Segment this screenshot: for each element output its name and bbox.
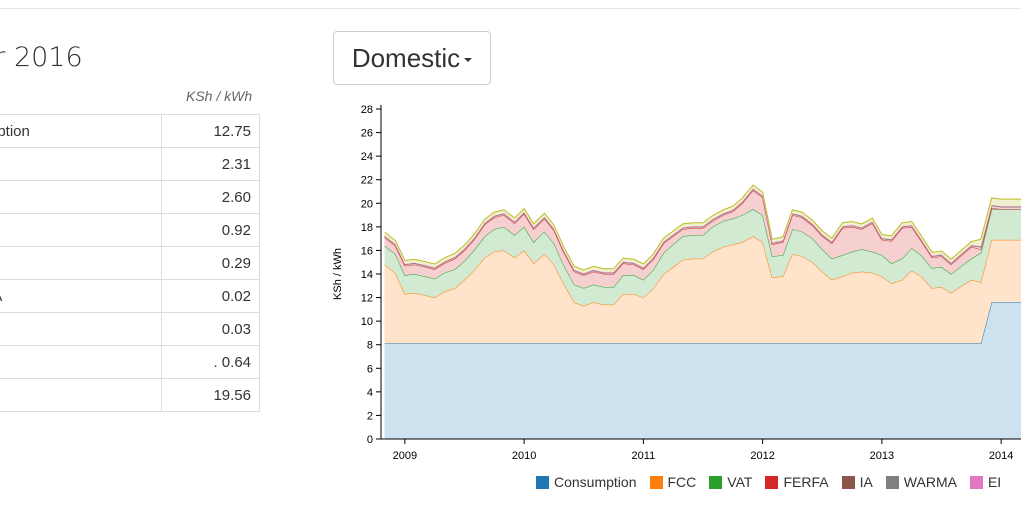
- unit-label: KSh / kWh: [186, 88, 253, 104]
- x-tick-label: 2009: [393, 450, 417, 462]
- legend-label: VAT: [727, 474, 753, 490]
- table-row: 2.31: [0, 147, 261, 181]
- row-value: 0.02: [160, 279, 261, 313]
- row-value: 19.56: [160, 378, 261, 412]
- y-tick-label: 10: [361, 316, 373, 328]
- top-rule: [0, 8, 1021, 9]
- table-row: 0.29: [0, 246, 261, 280]
- row-label: l: [0, 378, 162, 412]
- area-ferfa: [384, 190, 1021, 289]
- row-label: [0, 246, 162, 280]
- row-label: FA: [0, 213, 162, 247]
- y-tick-label: 24: [361, 151, 373, 163]
- area-consumption: [384, 302, 1021, 439]
- line-consumption: [384, 301, 1021, 345]
- page-title: ober 2016: [0, 42, 83, 73]
- dropdown-label: Domestic: [351, 42, 461, 73]
- legend-swatch: [885, 475, 899, 489]
- table-row: FA0.92: [0, 213, 261, 247]
- area-fcc: [384, 236, 1021, 344]
- y-tick-label: 28: [361, 104, 373, 116]
- row-label: sumption: [0, 114, 162, 148]
- row-value: 2.60: [160, 180, 261, 214]
- y-tick-label: 0: [367, 434, 373, 446]
- legend-label: EI: [987, 474, 1002, 490]
- legend-item[interactable]: FCC: [649, 474, 697, 490]
- table-row: RMA0.02: [0, 279, 261, 313]
- x-tick-label: 2014: [989, 450, 1013, 462]
- line-rep: [384, 184, 1021, 271]
- y-tick-label: 4: [367, 387, 373, 399]
- legend-label: FERFA: [783, 474, 829, 490]
- y-tick-label: 8: [367, 340, 373, 352]
- y-tick-label: 18: [361, 222, 373, 234]
- legend-item[interactable]: FERFA: [765, 474, 829, 490]
- y-tick-label: 22: [361, 175, 373, 187]
- legend-label: Consumption: [554, 474, 637, 490]
- legend-item[interactable]: VAT: [709, 474, 752, 490]
- y-tick-label: 14: [361, 269, 373, 281]
- x-tick-label: 2012: [750, 450, 774, 462]
- y-tick-label: 20: [361, 198, 373, 210]
- row-value: . 0.64: [160, 345, 261, 379]
- row-label: RMA: [0, 279, 162, 313]
- legend-item[interactable]: IA: [841, 474, 873, 490]
- legend-swatch: [709, 475, 723, 489]
- x-tick-label: 2011: [632, 450, 656, 462]
- row-label: [0, 345, 162, 379]
- table-row: l19.56: [0, 378, 261, 412]
- legend-label: FCC: [667, 474, 697, 490]
- row-label: [0, 312, 162, 346]
- legend-label: IA: [859, 474, 873, 490]
- y-tick-label: 26: [361, 128, 373, 140]
- row-value: 2.31: [160, 147, 261, 181]
- legend-item[interactable]: Consumption: [536, 474, 637, 490]
- rates-table: sumption12.752.312.60FA0.920.29RMA0.020.…: [0, 114, 261, 412]
- y-tick-label: 12: [361, 293, 373, 305]
- x-tick-label: 2013: [870, 450, 894, 462]
- table-row: 2.60: [0, 180, 261, 214]
- customer-type-dropdown[interactable]: Domestic: [333, 31, 491, 85]
- row-value: 0.29: [160, 246, 261, 280]
- x-tick-label: 2010: [512, 450, 536, 462]
- row-value: 12.75: [160, 114, 261, 148]
- legend-swatch: [649, 475, 663, 489]
- legend-item[interactable]: WARMA: [885, 474, 957, 490]
- area-vat: [384, 209, 1021, 306]
- y-tick-label: 6: [367, 363, 373, 375]
- legend-swatch: [969, 475, 983, 489]
- legend-swatch: [765, 475, 779, 489]
- row-label: [0, 147, 162, 181]
- y-axis-label: KSh / kWh: [332, 248, 344, 300]
- y-tick-label: 16: [361, 245, 373, 257]
- legend-swatch: [536, 475, 549, 489]
- legend-swatch: [841, 475, 855, 489]
- table-row: sumption12.75: [0, 114, 261, 148]
- table-row: 0.03: [0, 312, 261, 346]
- row-value: 0.03: [160, 312, 261, 346]
- chart-legend: Consumption FCC VAT FERFA IA WARMA EI: [536, 474, 1014, 490]
- table-row: . 0.64: [0, 345, 261, 379]
- chevron-down-icon: [464, 58, 473, 62]
- row-value: 0.92: [160, 213, 261, 247]
- y-tick-label: 2: [367, 410, 373, 422]
- legend-item[interactable]: EI: [969, 474, 1002, 490]
- legend-label: WARMA: [903, 474, 957, 490]
- row-label: [0, 180, 162, 214]
- rates-panel: ober 2016 KSh / kWh sumption12.752.312.6…: [0, 0, 300, 510]
